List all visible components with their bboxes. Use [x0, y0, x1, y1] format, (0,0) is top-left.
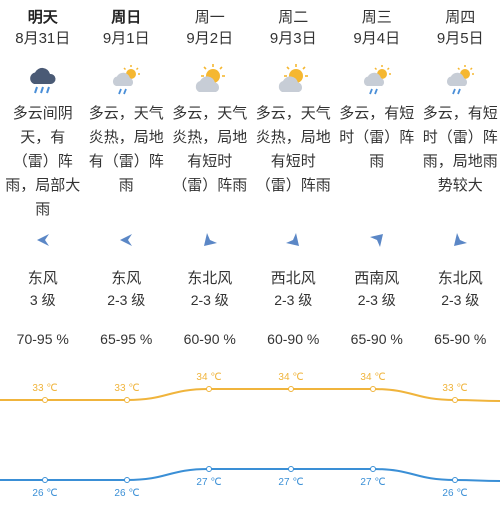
northeast-arrow-icon: [369, 234, 383, 247]
wind-arrow-wrap: [87, 232, 167, 254]
high-temp-line: [0, 388, 500, 402]
high-temp-label: 33 ℃: [32, 383, 57, 394]
day-label: 周三: [361, 9, 392, 26]
wind-direction: 西南风: [354, 270, 400, 287]
forecast-day-4[interactable]: 周二 9月3日 多云，天气炎热，局地有短时（雷）阵雨 西北风 2-3 级 60-…: [254, 0, 334, 360]
day-label: 周日: [111, 9, 142, 26]
low-temp-point: [288, 466, 294, 472]
temperature-chart: 33 ℃ 33 ℃ 34 ℃ 34 ℃ 34 ℃ 33 ℃ 26 ℃ 26 ℃ 27 ℃ 27 ℃…: [0, 372, 500, 499]
date-label: 9月4日: [353, 30, 401, 47]
forecast-day-1[interactable]: 明天 8月31日 多云间阴天，有（雷）阵雨，局部大雨 东风 3 级 70-95 …: [3, 0, 83, 360]
west-arrow-icon: [120, 234, 133, 246]
low-temp-point: [124, 477, 130, 483]
day-label: 明天: [27, 9, 58, 26]
date-label: 9月2日: [186, 30, 234, 47]
wind-direction: 东风: [27, 270, 58, 287]
wind-direction: 西北风: [270, 270, 316, 287]
low-temp-label: 27 ℃: [360, 477, 385, 488]
low-temp-line: [0, 468, 500, 482]
low-temp-label: 26 ℃: [32, 488, 57, 499]
sun-cloud-rain-icon: [447, 65, 475, 95]
humidity: 65-95 %: [100, 331, 153, 347]
low-temp-point: [370, 466, 376, 472]
weather-description: 多云，有短时（雷）阵雨，局地雨势较大: [422, 105, 498, 194]
weather-description: 多云，天气炎热，局地有短时（雷）阵雨: [172, 105, 248, 194]
date-label: 8月31日: [15, 30, 71, 47]
low-temp-label: 27 ℃: [196, 477, 221, 488]
date-label: 9月1日: [102, 30, 150, 47]
day-label: 周二: [278, 9, 309, 26]
wind-arrow-wrap: [170, 232, 250, 254]
forecast-day-3[interactable]: 周一 9月2日 多云，天气炎热，局地有短时（雷）阵雨 东北风 2-3 级 60-…: [170, 0, 250, 360]
low-temp-label: 27 ℃: [278, 477, 303, 488]
high-temp-label: 34 ℃: [278, 372, 303, 383]
wind-level: 2-3 级: [190, 292, 229, 308]
southwest-arrow-icon: [203, 233, 217, 246]
forecast-columns: 明天 8月31日 多云间阴天，有（雷）阵雨，局部大雨 东风 3 级 70-95 …: [3, 0, 500, 360]
high-temp-point: [452, 397, 458, 403]
sun-cloud-icon: [279, 64, 309, 92]
forecast-day-6[interactable]: 周四 9月5日 多云，有短时（雷）阵雨，局地雨势较大 东北风 2-3 级: [421, 0, 500, 360]
weather-description: 多云，天气炎热，局地有短时（雷）阵雨: [255, 105, 331, 194]
southwest-arrow-icon: [454, 233, 468, 246]
high-temp-point: [124, 397, 130, 403]
wind-direction: 东风: [111, 270, 142, 287]
wind-level: 3 级: [29, 292, 56, 308]
high-temp-label: 34 ℃: [196, 372, 221, 383]
forecast-day-5[interactable]: 周三 9月4日 多云，有短时（雷）阵雨 西南风 2-3 级 65-90 %: [337, 0, 417, 360]
weather-description: 多云，有短时（雷）阵雨: [339, 105, 415, 170]
high-temp-label: 33 ℃: [442, 383, 467, 394]
date-label: 9月3日: [269, 30, 317, 47]
low-temp-label: 26 ℃: [114, 488, 139, 499]
humidity: 70-95 %: [16, 331, 69, 347]
humidity: 60-90 %: [183, 331, 236, 347]
humidity: 60-90 %: [267, 331, 320, 347]
high-temp-label: 34 ℃: [360, 372, 385, 383]
date-label: 9月5日: [436, 30, 484, 47]
forecast-day-2[interactable]: 周日 9月1日 多云，天气炎热，局地有（雷）阵雨 东风 2-3 级 65-: [87, 0, 167, 360]
day-label: 周四: [445, 9, 476, 26]
humidity: 65-90 %: [350, 331, 403, 347]
sun-cloud-rain-icon: [363, 65, 391, 95]
high-temp-point: [206, 386, 212, 392]
low-temp-point: [206, 466, 212, 472]
low-temp-label: 26 ℃: [442, 488, 467, 499]
weather-description: 多云间阴天，有（雷）阵雨，局部大雨: [5, 105, 81, 218]
sun-cloud-rain-icon: [113, 65, 141, 95]
high-temp-point: [370, 386, 376, 392]
wind-level: 2-3 级: [357, 292, 396, 308]
low-temp-point: [452, 477, 458, 483]
wind-level: 2-3 级: [441, 292, 480, 308]
sun-cloud-icon: [195, 64, 225, 92]
high-temp-point: [288, 386, 294, 392]
day-label: 周一: [194, 9, 225, 26]
weather-description: 多云，天气炎热，局地有（雷）阵雨: [88, 105, 164, 194]
wind-arrow-wrap: [3, 232, 83, 254]
wind-arrow-wrap: [337, 232, 417, 254]
high-temp-point: [42, 397, 48, 403]
humidity: 65-90 %: [434, 331, 487, 347]
wind-direction: 东北风: [437, 270, 483, 287]
wind-arrow-wrap: [421, 232, 500, 254]
cloud-rain-icon: [29, 67, 56, 94]
wind-level: 2-3 级: [107, 292, 146, 308]
wind-level: 2-3 级: [274, 292, 313, 308]
west-arrow-icon: [36, 234, 49, 246]
high-temp-label: 33 ℃: [114, 383, 139, 394]
southeast-arrow-icon: [286, 233, 300, 246]
wind-arrow-wrap: [254, 232, 334, 254]
low-temp-point: [42, 477, 48, 483]
wind-direction: 东北风: [187, 270, 233, 287]
